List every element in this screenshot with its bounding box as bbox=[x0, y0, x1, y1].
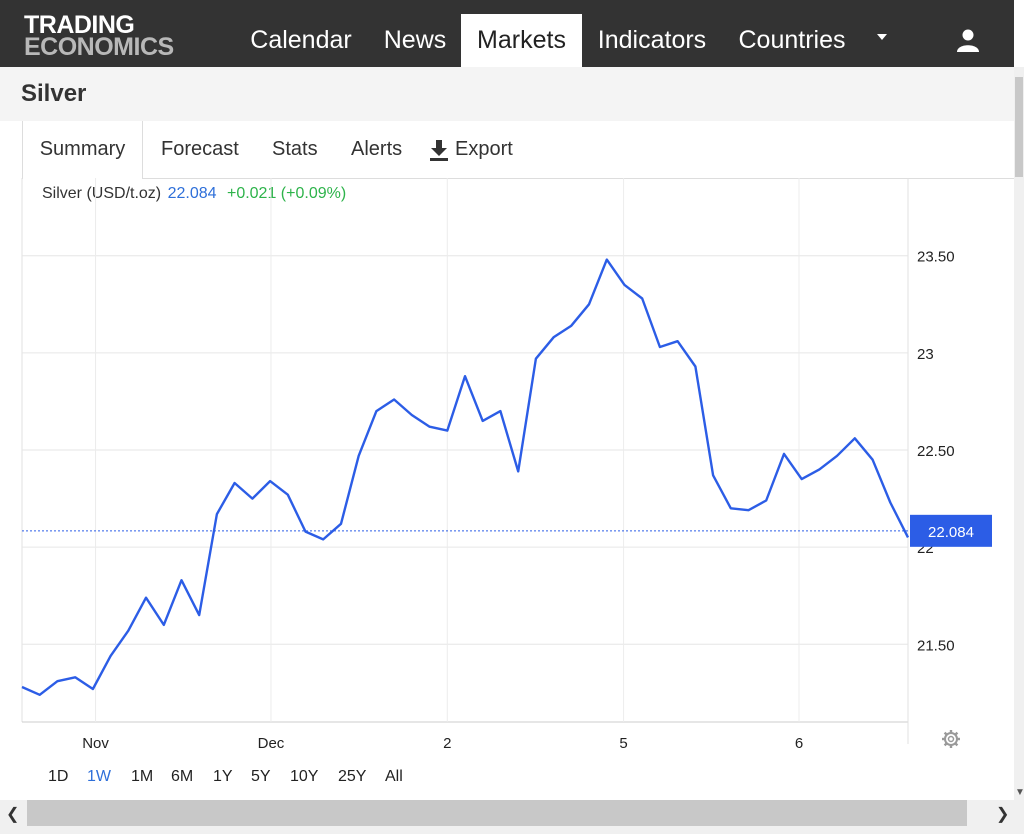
quote-price: 22.084 bbox=[167, 185, 217, 202]
scroll-right-icon[interactable]: ❯ bbox=[996, 806, 1010, 823]
brand-logo[interactable]: TRADING ECONOMICS bbox=[24, 11, 174, 61]
nav-markets[interactable]: Markets bbox=[461, 14, 582, 67]
nav-countries[interactable]: Countries bbox=[738, 26, 846, 54]
range-1m[interactable]: 1M bbox=[131, 768, 154, 785]
range-1y[interactable]: 1Y bbox=[213, 768, 233, 785]
tab-export-label: Export bbox=[455, 138, 513, 160]
range-10y[interactable]: 10Y bbox=[290, 768, 319, 785]
x-tick-label: 5 bbox=[619, 735, 627, 752]
y-tick-label: 23 bbox=[917, 346, 934, 363]
range-1d[interactable]: 1D bbox=[48, 768, 69, 785]
quote-header: Silver (USD/t.oz) 22.084 +0.021 (+0.09%) bbox=[42, 185, 346, 203]
range-all[interactable]: All bbox=[385, 768, 403, 785]
horizontal-scrollbar-thumb[interactable] bbox=[27, 800, 967, 826]
tab-forecast[interactable]: Forecast bbox=[161, 138, 239, 160]
range-5y[interactable]: 5Y bbox=[251, 768, 271, 785]
gear-icon[interactable] bbox=[941, 729, 961, 749]
x-tick-label: Nov bbox=[82, 735, 109, 752]
range-25y[interactable]: 25Y bbox=[338, 768, 367, 785]
vertical-scrollbar-thumb[interactable] bbox=[1015, 77, 1023, 177]
chevron-down-icon[interactable] bbox=[877, 34, 887, 40]
quote-name: Silver (USD/t.oz) bbox=[42, 185, 162, 202]
last-value-label: 22.084 bbox=[928, 524, 974, 541]
nav-news[interactable]: News bbox=[383, 26, 447, 54]
tab-summary[interactable]: Summary bbox=[22, 121, 143, 179]
download-icon bbox=[430, 139, 448, 161]
price-series-line bbox=[21, 258, 910, 696]
brand-line1: TRADING bbox=[24, 11, 135, 39]
tab-stats[interactable]: Stats bbox=[272, 138, 318, 160]
x-tick-label: Dec bbox=[258, 735, 285, 752]
horizontal-scrollbar[interactable]: ❮ ❯ bbox=[0, 800, 1024, 834]
y-tick-label: 23.50 bbox=[917, 249, 955, 266]
quote-change: +0.021 (+0.09%) bbox=[226, 185, 347, 202]
x-tick-label: 2 bbox=[443, 735, 451, 752]
tab-bar: Summary Forecast Stats Alerts Export bbox=[22, 121, 1014, 179]
last-value-badge bbox=[910, 514, 992, 547]
tab-alerts[interactable]: Alerts bbox=[351, 138, 403, 160]
top-navbar: TRADING ECONOMICS Calendar News Markets … bbox=[0, 0, 1014, 67]
y-tick-label: 22.50 bbox=[917, 443, 955, 460]
y-tick-label: 21.50 bbox=[917, 637, 955, 654]
range-6m[interactable]: 6M bbox=[171, 768, 194, 785]
tab-export[interactable]: Export bbox=[429, 121, 513, 178]
scroll-left-icon[interactable]: ❮ bbox=[6, 806, 20, 823]
nav-calendar[interactable]: Calendar bbox=[250, 26, 352, 54]
nav-indicators[interactable]: Indicators bbox=[597, 26, 707, 54]
page-title: Silver bbox=[21, 80, 87, 107]
x-tick-label: 6 bbox=[795, 735, 803, 752]
brand-line2: ECONOMICS bbox=[24, 33, 174, 61]
vertical-scrollbar[interactable]: ▼ bbox=[1014, 67, 1024, 800]
page-title-bar bbox=[0, 67, 1014, 121]
range-1w[interactable]: 1W bbox=[87, 768, 111, 785]
user-icon[interactable] bbox=[956, 28, 980, 52]
scroll-down-icon[interactable]: ▼ bbox=[1015, 787, 1024, 798]
